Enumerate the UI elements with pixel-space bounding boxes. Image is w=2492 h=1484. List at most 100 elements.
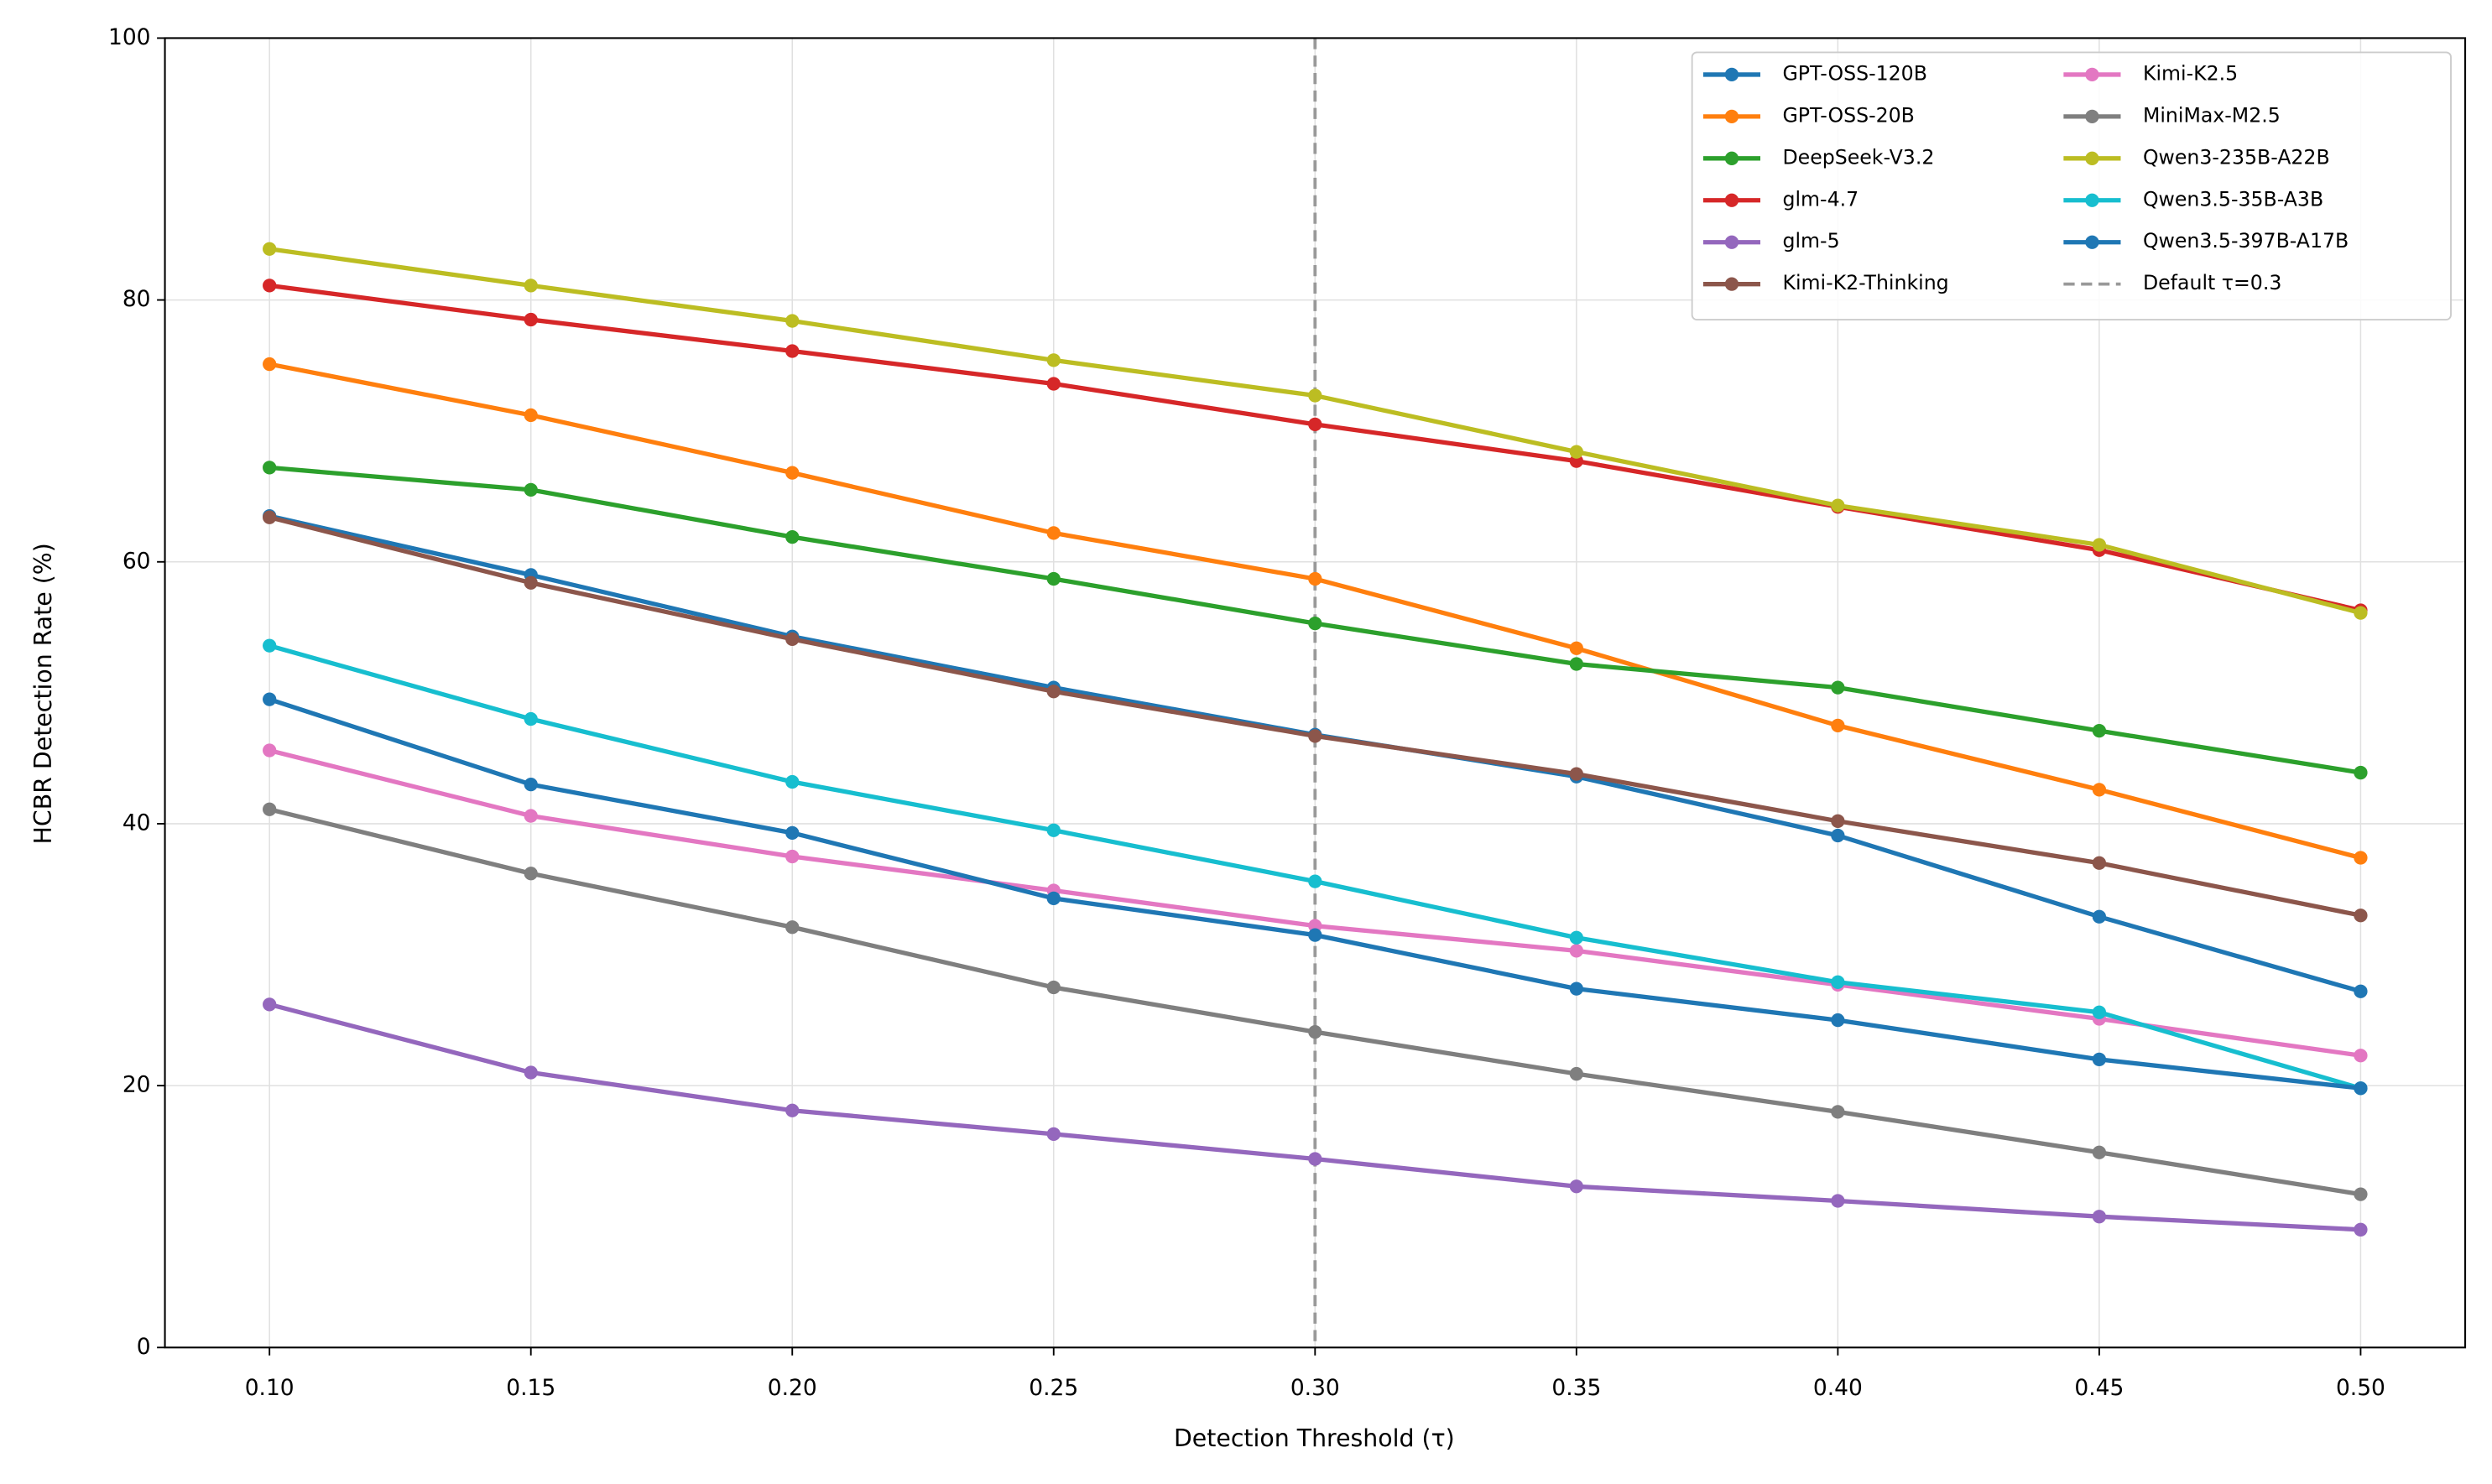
data-point bbox=[1569, 445, 1583, 459]
data-point bbox=[2092, 1145, 2107, 1159]
legend-marker bbox=[1724, 277, 1739, 291]
data-point bbox=[1046, 823, 1061, 837]
data-point bbox=[785, 774, 800, 789]
data-point bbox=[785, 1103, 800, 1117]
data-point bbox=[1308, 729, 1322, 743]
x-tick-label: 0.40 bbox=[1813, 1375, 1863, 1401]
data-point bbox=[1308, 571, 1322, 586]
data-point bbox=[2092, 909, 2107, 924]
data-point bbox=[785, 344, 800, 358]
data-point bbox=[524, 777, 538, 792]
y-tick-label: 20 bbox=[123, 1072, 151, 1098]
data-point bbox=[2092, 783, 2107, 797]
data-point bbox=[785, 314, 800, 328]
legend-marker bbox=[2085, 193, 2099, 207]
legend-marker bbox=[1724, 235, 1739, 249]
data-point bbox=[1308, 388, 1322, 403]
x-tick-label: 0.45 bbox=[2074, 1375, 2124, 1401]
data-point bbox=[524, 1065, 538, 1080]
legend-marker bbox=[1724, 193, 1739, 207]
legend-label: glm-4.7 bbox=[1782, 187, 1859, 211]
data-point bbox=[524, 809, 538, 823]
legend-label: GPT-OSS-120B bbox=[1782, 61, 1926, 85]
data-point bbox=[1569, 930, 1583, 945]
legend-label: glm-5 bbox=[1782, 229, 1839, 253]
legend-label: DeepSeek-V3.2 bbox=[1782, 145, 1934, 169]
data-point bbox=[524, 482, 538, 497]
data-point bbox=[263, 357, 277, 372]
data-point bbox=[2354, 1049, 2368, 1063]
legend-marker bbox=[1724, 151, 1739, 165]
data-point bbox=[1308, 616, 1322, 631]
x-tick-label: 0.10 bbox=[245, 1375, 295, 1401]
data-point bbox=[1046, 571, 1061, 586]
data-point bbox=[1831, 498, 1845, 513]
data-point bbox=[785, 632, 800, 646]
data-point bbox=[2092, 1210, 2107, 1224]
x-tick-label: 0.25 bbox=[1029, 1375, 1078, 1401]
data-point bbox=[1831, 814, 1845, 828]
data-point bbox=[1569, 767, 1583, 781]
data-point bbox=[2092, 723, 2107, 738]
data-point bbox=[785, 849, 800, 864]
data-point bbox=[785, 825, 800, 840]
y-tick-label: 60 bbox=[123, 548, 151, 574]
data-point bbox=[263, 692, 277, 706]
legend-label: Kimi-K2-Thinking bbox=[1782, 271, 1948, 294]
legend-label: GPT-OSS-20B bbox=[1782, 103, 1914, 127]
y-tick-label: 100 bbox=[108, 24, 151, 50]
data-point bbox=[263, 279, 277, 293]
data-point bbox=[1308, 1024, 1322, 1039]
data-point bbox=[1831, 1194, 1845, 1208]
data-point bbox=[524, 575, 538, 590]
data-point bbox=[1046, 526, 1061, 540]
data-point bbox=[263, 242, 277, 256]
plot-frame bbox=[164, 37, 2467, 1349]
legend-label: Kimi-K2.5 bbox=[2143, 61, 2238, 85]
data-point bbox=[2092, 1052, 2107, 1067]
data-point bbox=[1831, 680, 1845, 695]
y-tick-label: 0 bbox=[137, 1334, 151, 1360]
legend-marker bbox=[1724, 109, 1739, 124]
data-point bbox=[1569, 641, 1583, 655]
data-point bbox=[2354, 765, 2368, 780]
data-point bbox=[1831, 1013, 1845, 1028]
data-point bbox=[1569, 1066, 1583, 1081]
data-point bbox=[263, 997, 277, 1012]
data-point bbox=[2354, 606, 2368, 620]
legend-marker bbox=[2085, 151, 2099, 165]
data-point bbox=[1308, 928, 1322, 942]
legend-marker bbox=[2085, 235, 2099, 249]
data-point bbox=[2092, 856, 2107, 870]
data-point bbox=[2354, 1187, 2368, 1201]
data-point bbox=[2092, 538, 2107, 552]
x-tick-label: 0.15 bbox=[506, 1375, 555, 1401]
data-point bbox=[785, 466, 800, 480]
data-point bbox=[263, 802, 277, 816]
data-point bbox=[1569, 657, 1583, 671]
data-point bbox=[263, 638, 277, 653]
legend-marker bbox=[2085, 109, 2099, 124]
data-point bbox=[2354, 1081, 2368, 1096]
data-point bbox=[1046, 891, 1061, 906]
y-tick-label: 80 bbox=[123, 286, 151, 312]
data-point bbox=[2354, 909, 2368, 923]
x-tick-label: 0.35 bbox=[1551, 1375, 1601, 1401]
data-point bbox=[1046, 353, 1061, 367]
legend-marker bbox=[1724, 67, 1739, 82]
x-axis-label: Detection Threshold (τ) bbox=[1174, 1424, 1455, 1452]
data-point bbox=[785, 920, 800, 935]
data-point bbox=[1569, 982, 1583, 996]
data-point bbox=[1308, 1152, 1322, 1166]
data-point bbox=[1046, 980, 1061, 995]
data-point bbox=[1569, 944, 1583, 958]
legend-box bbox=[1691, 51, 2452, 320]
data-point bbox=[1046, 685, 1061, 699]
data-point bbox=[524, 711, 538, 726]
legend-label: Qwen3-235B-A22B bbox=[2143, 145, 2330, 169]
data-point bbox=[785, 529, 800, 544]
data-point bbox=[1308, 417, 1322, 432]
data-point bbox=[1831, 828, 1845, 843]
